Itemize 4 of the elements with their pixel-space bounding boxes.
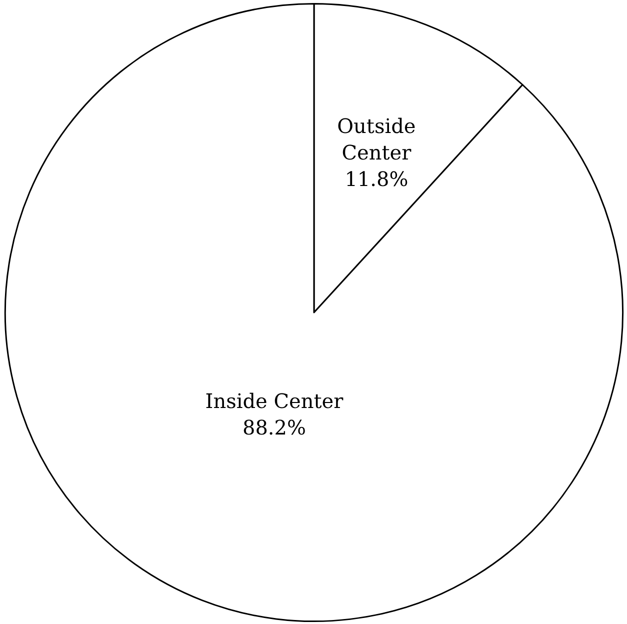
data-label: 11.8%: [344, 166, 408, 191]
data-label: 88.2%: [242, 415, 306, 440]
slice-label: Inside Center: [205, 389, 344, 414]
slice-label: Outside Center: [337, 114, 416, 165]
